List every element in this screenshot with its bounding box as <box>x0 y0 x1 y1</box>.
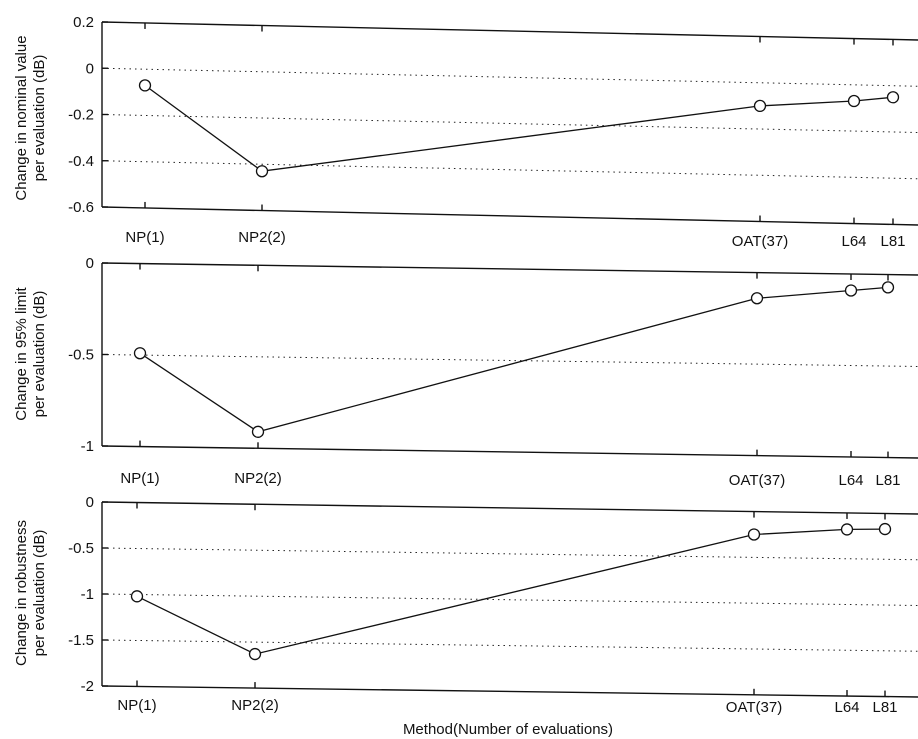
y-tick-label: -2 <box>81 678 94 695</box>
y-tick-label: 0 <box>86 255 94 272</box>
y-axis-label-line: per evaluation (dB) <box>31 530 48 657</box>
y-tick-label: -0.5 <box>68 347 94 364</box>
x-tick-label: NP(1) <box>125 229 164 246</box>
axis-top <box>101 501 918 515</box>
y-tick-label: 0 <box>86 60 94 77</box>
grid-line-2 <box>101 114 918 133</box>
x-tick-label: L64 <box>834 699 859 716</box>
plots-layer: 0.2 0 -0.2 -0.4 -0.6 NP(1) NP2(2) OAT(37) L64 L81… <box>13 14 918 738</box>
y-axis-label-line: Change in robustness <box>13 520 30 666</box>
axis-bottom <box>101 206 918 226</box>
data-point <box>130 590 144 603</box>
x-axis-label: Method(Number of evaluations) <box>403 721 613 738</box>
grid-line-3 <box>101 639 918 652</box>
series-line <box>136 528 886 655</box>
y-tick-label: -0.2 <box>68 107 94 124</box>
data-point <box>248 647 262 661</box>
data-point <box>753 99 767 113</box>
x-tick-label: OAT(37) <box>729 472 785 489</box>
x-tick-label: NP(1) <box>117 697 156 714</box>
axis-top <box>101 262 918 276</box>
y-axis-label-line: per evaluation (dB) <box>31 291 48 418</box>
data-point <box>847 94 861 108</box>
data-point <box>844 284 858 297</box>
data-point <box>133 347 147 360</box>
x-tick-label: NP2(2) <box>234 470 282 487</box>
y-axis-label-line: per evaluation (dB) <box>31 55 48 182</box>
x-tick-label: OAT(37) <box>732 233 788 250</box>
series-line <box>139 286 889 433</box>
y-tick-label: -0.4 <box>68 153 94 170</box>
x-tick-label: L81 <box>880 233 905 250</box>
x-tick-label: NP2(2) <box>231 697 279 714</box>
y-axis-label-line: Change in nominal value <box>13 35 30 200</box>
y-tick-label: -0.5 <box>68 540 94 557</box>
grid-line-1 <box>101 547 918 561</box>
x-tick-label: L81 <box>875 472 900 489</box>
data-point <box>747 528 761 541</box>
axis-top <box>101 21 918 41</box>
y-tick-label: -1 <box>81 438 94 455</box>
panel-3: 0 -0.5 -1 -1.5 -2 NP(1) NP2(2) OAT(37) L64 L81 Cha… <box>13 494 918 738</box>
x-tick-label: L64 <box>841 233 866 250</box>
y-tick-label: -1.5 <box>68 632 94 649</box>
series-line <box>144 84 894 172</box>
y-tick-label: -1 <box>81 586 94 603</box>
x-tick-label: L81 <box>872 699 897 716</box>
axis-bottom <box>101 445 918 459</box>
grid-line-2 <box>101 593 918 606</box>
data-point <box>886 91 900 104</box>
data-point <box>881 281 895 294</box>
y-axis-label: Change in nominal valueper evaluation (d… <box>13 35 48 200</box>
y-axis-label-line: Change in 95% limit <box>13 286 30 420</box>
y-tick-label: -0.6 <box>68 199 94 216</box>
grid-line-3 <box>101 160 918 180</box>
x-tick-label: NP(1) <box>120 470 159 487</box>
y-tick-label: 0 <box>86 494 94 511</box>
data-point <box>138 79 152 92</box>
x-tick-label: OAT(37) <box>726 699 782 716</box>
data-point <box>255 165 269 178</box>
y-axis-label: Change in robustnessper evaluation (dB) <box>13 520 48 666</box>
x-tick-label: NP2(2) <box>238 229 286 246</box>
y-axis-label: Change in 95% limitper evaluation (dB) <box>13 286 48 420</box>
panel-1: 0.2 0 -0.2 -0.4 -0.6 NP(1) NP2(2) OAT(37) L64 L81… <box>13 14 918 250</box>
grid-line-1 <box>101 354 918 367</box>
x-tick-label: L64 <box>838 472 863 489</box>
data-point <box>878 522 892 536</box>
axis-bottom <box>101 685 918 698</box>
grid-line-1 <box>101 67 918 87</box>
panel-2: 0 -0.5 -1 NP(1) NP2(2) OAT(37) L64 L81 Change in… <box>13 255 918 489</box>
y-tick-label: 0.2 <box>73 14 94 31</box>
data-point <box>750 292 764 305</box>
data-point <box>251 425 265 438</box>
data-point <box>840 523 854 536</box>
